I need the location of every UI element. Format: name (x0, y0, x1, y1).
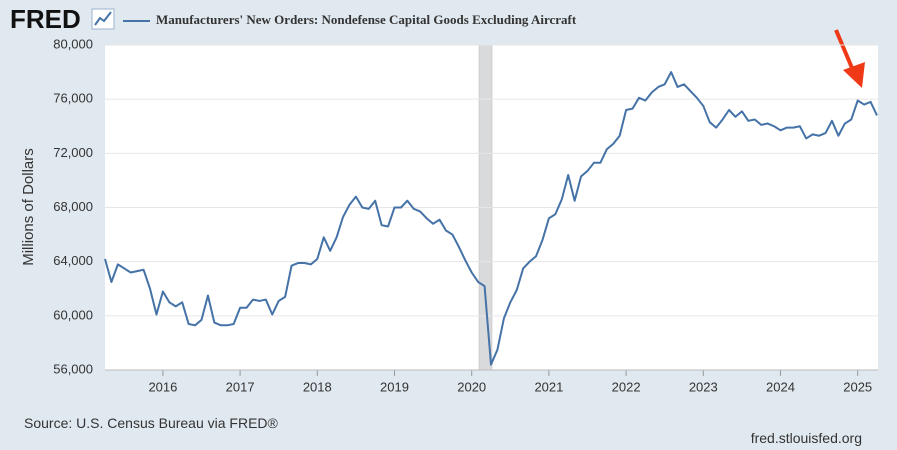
y-tick-label: 76,000 (53, 91, 93, 106)
y-tick-label: 80,000 (53, 36, 93, 51)
y-tick-label: 60,000 (53, 307, 93, 322)
brand-logo: FRED (10, 4, 81, 34)
data-line (104, 71, 878, 366)
x-tick-label: 2018 (303, 379, 332, 394)
x-tick-label: 2025 (843, 379, 872, 394)
y-tick-label: 64,000 (53, 253, 93, 268)
y-axis-label: Millions of Dollars (20, 148, 37, 266)
x-tick-label: 2016 (148, 379, 177, 394)
y-tick-label: 56,000 (53, 361, 93, 376)
x-tick-label: 2017 (226, 379, 255, 394)
x-tick-label: 2022 (612, 379, 641, 394)
logo-icon (91, 8, 115, 30)
x-tick-label: 2020 (457, 379, 486, 394)
y-tick-label: 72,000 (53, 145, 93, 160)
site-url: fred.stlouisfed.org (751, 430, 862, 446)
y-tick-label: 68,000 (53, 199, 93, 214)
x-tick-label: 2024 (766, 379, 795, 394)
x-tick-label: 2021 (534, 379, 563, 394)
annotation-arrow (834, 29, 865, 88)
source-note: Source: U.S. Census Bureau via FRED® (24, 415, 279, 431)
x-tick-label: 2023 (689, 379, 718, 394)
x-tick-label: 2019 (380, 379, 409, 394)
legend-label: Manufacturers' New Orders: Nondefense Ca… (156, 12, 577, 27)
